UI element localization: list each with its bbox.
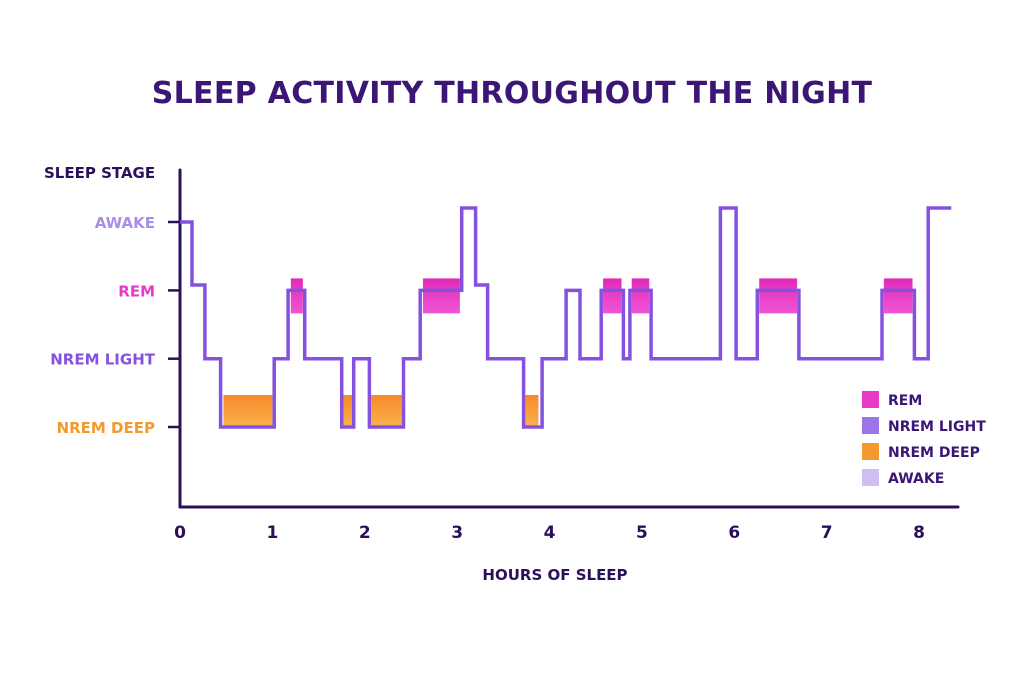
x-tick-labels: 0 1 2 3 4 5 6 7 8 [174, 523, 925, 543]
y-tick-marks [168, 220, 180, 429]
deep-block-2 [342, 395, 353, 427]
legend-swatch-3 [862, 469, 879, 486]
y-tick-labels: AWAKE REM NREM LIGHT NREM DEEP [50, 214, 156, 437]
rem-block-8 [759, 278, 798, 314]
x-tick-label-6: 6 [728, 523, 740, 543]
rem-block-4 [422, 278, 460, 314]
y-label-rem: REM [118, 282, 155, 300]
y-label-light: NREM LIGHT [50, 351, 156, 369]
legend-swatch-0 [862, 391, 879, 408]
legend: REM NREM LIGHT NREM DEEP AWAKE [862, 391, 986, 487]
rem-block-7 [631, 278, 650, 314]
stage-blocks [223, 278, 913, 427]
x-axis-title: HOURS OF SLEEP [482, 566, 627, 584]
x-tick-label-5: 5 [636, 523, 648, 543]
y-axis-title: SLEEP STAGE [44, 164, 155, 182]
x-tick-label-2: 2 [359, 523, 371, 543]
x-tick-label-0: 0 [174, 523, 186, 543]
legend-label-3: AWAKE [888, 471, 944, 487]
x-tick-label-1: 1 [266, 523, 278, 543]
y-label-awake: AWAKE [95, 214, 155, 232]
y-label-deep: NREM DEEP [57, 419, 155, 437]
legend-label-2: NREM DEEP [888, 445, 980, 461]
deep-block-5 [525, 395, 539, 427]
legend-swatch-1 [862, 417, 879, 434]
x-tick-label-8: 8 [913, 523, 925, 543]
rem-block-1 [290, 278, 303, 314]
hypnogram-line [180, 206, 952, 429]
x-tick-label-3: 3 [451, 523, 463, 543]
legend-label-1: NREM LIGHT [888, 419, 986, 435]
rem-block-9 [883, 278, 913, 314]
x-tick-label-4: 4 [544, 523, 556, 543]
deep-block-3 [371, 395, 402, 427]
chart-title: SLEEP ACTIVITY THROUGHOUT THE NIGHT [151, 76, 873, 111]
deep-block-0 [223, 395, 273, 427]
x-tick-label-7: 7 [821, 523, 833, 543]
legend-label-0: REM [888, 393, 922, 409]
legend-swatch-2 [862, 443, 879, 460]
rem-block-6 [603, 278, 622, 314]
